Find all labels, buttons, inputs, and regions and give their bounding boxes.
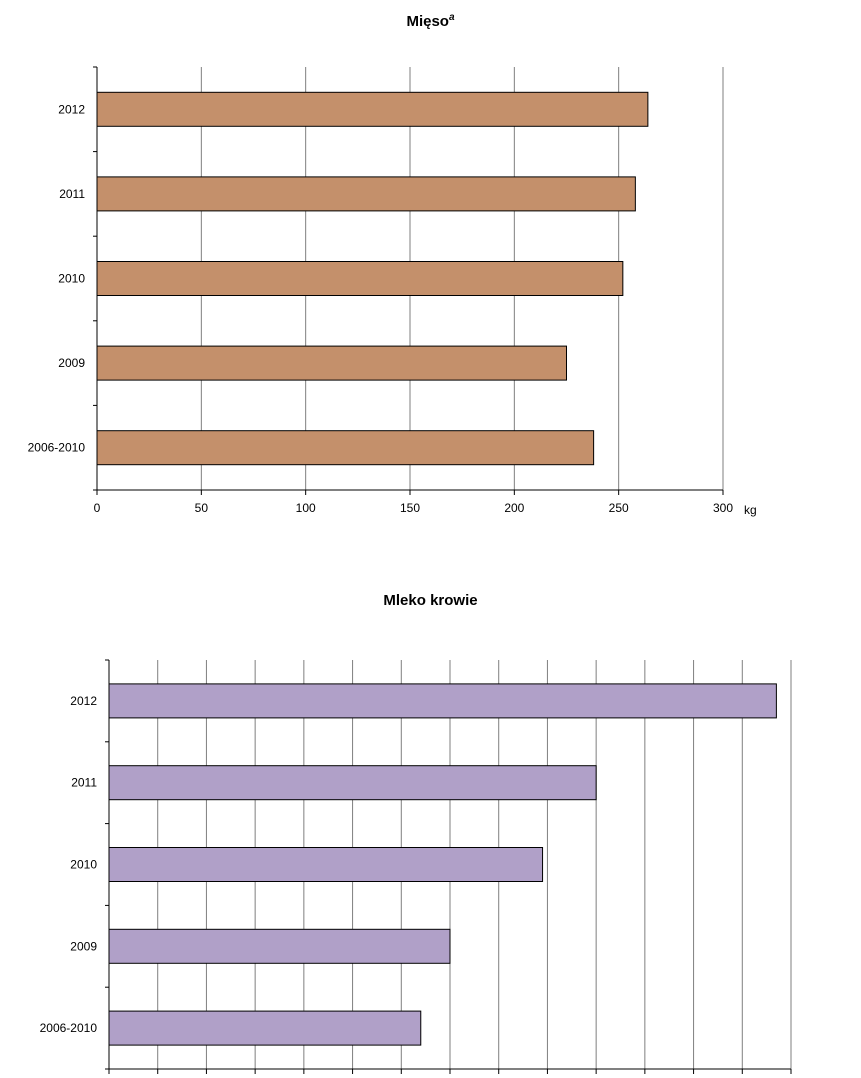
bar	[108, 847, 544, 882]
category-label: 2010	[70, 858, 97, 872]
x-tick-label: 150	[400, 501, 420, 515]
bar	[108, 765, 597, 801]
meat-chart: Mięsoa 2012 2011 2010 2009 2006-2010 0 50 100 15…	[0, 12, 861, 517]
bar	[96, 176, 636, 212]
x-tick-label: 50	[195, 501, 209, 515]
category-label: 2006-2010	[28, 441, 86, 455]
bar	[108, 928, 451, 964]
chart-title: Mięsoa	[0, 12, 861, 30]
x-tick-label: 250	[609, 501, 629, 515]
bar	[96, 91, 649, 127]
chart-title-text: Mleko krowie	[383, 592, 478, 609]
bar	[108, 683, 777, 719]
x-tick-label: 200	[504, 501, 524, 515]
bar	[96, 430, 595, 466]
category-label: 2009	[58, 356, 85, 370]
bar	[96, 261, 624, 296]
x-tick-label: 100	[296, 501, 316, 515]
milk-chart-plot: 20122011201020092006-2010680690700710720…	[40, 659, 792, 1074]
category-label: 2006-2010	[40, 1021, 98, 1035]
category-label: 2011	[59, 187, 85, 201]
x-axis-unit-label: kg	[744, 503, 757, 517]
category-label: 2012	[58, 102, 85, 116]
x-tick-label: 300	[713, 501, 733, 515]
meat-chart-plot: 2012 2011 2010 2009 2006-2010 0 50 100 150 200 250…	[28, 66, 757, 517]
milk-chart: Mleko krowie 20122011201020092006-201068…	[0, 580, 861, 1078]
chart-title: Mleko krowie	[0, 592, 861, 609]
category-label: 2010	[58, 272, 85, 286]
category-label: 2012	[70, 694, 97, 708]
chart-title-text: Mięso	[406, 13, 449, 30]
chart-title-superscript: a	[448, 12, 455, 23]
category-label: 2009	[70, 939, 97, 953]
x-tick-label: 0	[94, 501, 101, 515]
bar	[108, 1010, 422, 1046]
category-label: 2011	[71, 776, 97, 790]
bar	[96, 345, 567, 381]
